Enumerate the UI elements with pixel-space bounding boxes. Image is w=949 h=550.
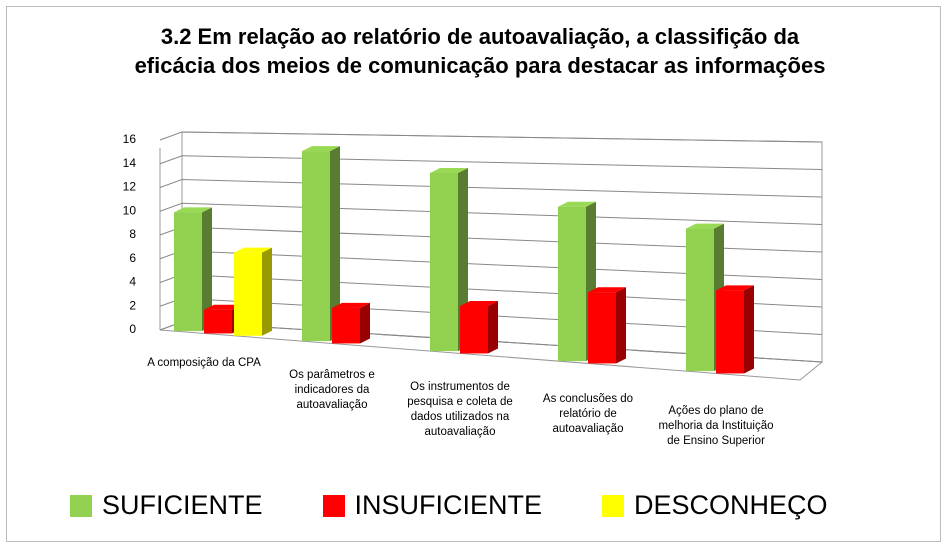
bar-side xyxy=(330,146,340,342)
legend-label: SUFICIENTE xyxy=(102,490,263,520)
x-tick-label: Ações do plano de melhoria da Instituiçã… xyxy=(658,405,774,447)
bar-top xyxy=(204,304,242,310)
y-tick-label: 6 xyxy=(129,251,136,265)
bar-top xyxy=(430,167,468,173)
bar-side xyxy=(360,302,370,344)
bar xyxy=(204,309,232,334)
y-tick-label: 4 xyxy=(129,275,136,289)
bar-top xyxy=(588,287,626,293)
bar xyxy=(558,206,586,362)
bar xyxy=(234,252,262,336)
legend-swatch xyxy=(322,494,345,517)
y-tick-label: 16 xyxy=(123,132,137,146)
y-tick-label: 12 xyxy=(123,180,137,194)
legend-item: INSUFICIENTE xyxy=(322,490,543,521)
legend-item: SUFICIENTE xyxy=(70,490,263,521)
bar xyxy=(174,212,202,332)
bar-top xyxy=(686,223,724,229)
x-tick-label: Os instrumentos de pesquisa e coleta de … xyxy=(407,381,513,438)
bar xyxy=(460,305,488,354)
grid-line xyxy=(159,155,823,170)
bar xyxy=(716,290,744,374)
y-tick-label: 10 xyxy=(123,203,137,217)
bar-side xyxy=(616,287,626,364)
bar-top xyxy=(302,146,340,152)
legend-item: DESCONHEÇO xyxy=(602,490,828,521)
bar-top xyxy=(234,247,272,253)
bar-top xyxy=(174,207,212,213)
bar-side xyxy=(744,285,754,374)
x-tick-label: A composição da CPA xyxy=(147,357,261,369)
x-tick-label: Os parâmetros e indicadores da autoavali… xyxy=(289,369,375,411)
bar-top xyxy=(460,300,498,306)
bar xyxy=(302,151,330,342)
legend-swatch xyxy=(70,494,92,517)
bar-top xyxy=(558,201,596,207)
legend-label: DESCONHEÇO xyxy=(634,490,828,520)
y-tick-label: 8 xyxy=(129,227,136,241)
grid-line xyxy=(159,131,823,143)
chart-title: 3.2 Em relação ao relatório de autoavali… xyxy=(134,24,826,78)
grid-line xyxy=(159,202,823,225)
legend-label: INSUFICIENTE xyxy=(354,490,543,520)
bar-side xyxy=(202,207,212,332)
y-tick-label: 14 xyxy=(123,156,137,170)
y-tick-label: 0 xyxy=(129,322,136,336)
bar-side xyxy=(488,300,498,354)
bar-top xyxy=(332,302,370,308)
bar-top xyxy=(716,285,754,291)
legend-swatch xyxy=(602,494,625,517)
bar xyxy=(332,307,360,344)
legend: SUFICIENTE INSUFICIENTE DESCONHEÇO xyxy=(70,490,890,521)
bar xyxy=(588,292,616,364)
bar xyxy=(686,228,714,372)
grid-line xyxy=(159,178,823,198)
chart-frame xyxy=(6,6,941,542)
x-tick-label: As conclusões do relatório de autoavalia… xyxy=(542,393,634,435)
bar-side xyxy=(262,247,272,336)
bar xyxy=(430,172,458,352)
y-tick-label: 2 xyxy=(129,298,136,312)
